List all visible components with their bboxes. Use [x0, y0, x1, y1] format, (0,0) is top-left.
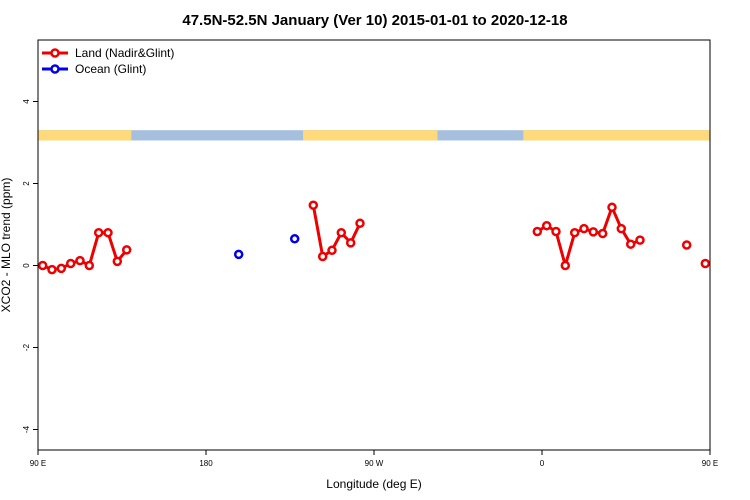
x-tick-label: 90 E [30, 459, 46, 468]
data-point [541, 220, 552, 231]
data-point [93, 227, 104, 238]
data-point [345, 238, 356, 248]
data-point [233, 249, 244, 260]
legend: Land (Nadir&Glint) Ocean (Glint) [42, 46, 174, 76]
data-point [355, 218, 365, 229]
y-tick-label: 4 [22, 99, 31, 104]
x-tick-label: 0 [540, 459, 545, 468]
data-point [560, 260, 571, 271]
data-point [569, 227, 580, 238]
data-point [37, 260, 48, 271]
data-point [112, 256, 123, 267]
data-point [84, 260, 95, 271]
data-point [327, 245, 337, 256]
legend-label: Land (Nadir&Glint) [75, 46, 174, 60]
data-point [308, 200, 319, 210]
data-point [588, 227, 599, 237]
y-axis: -4 -2 0 2 4 [22, 99, 38, 433]
land-band [38, 130, 132, 141]
data-point [103, 227, 113, 238]
data-point [317, 251, 328, 262]
y-tick-label: 2 [22, 181, 31, 186]
data-point [56, 263, 67, 274]
x-tick-label: 90 E [702, 459, 718, 468]
data-point [579, 223, 589, 234]
y-tick-label: 0 [22, 263, 31, 268]
y-axis-label: XCO2 - MLO trend (ppm) [0, 178, 13, 313]
data-point [289, 234, 300, 244]
land-band [303, 130, 438, 141]
y-tick-label: -4 [22, 425, 31, 433]
data-point [607, 202, 617, 213]
legend-label: Ocean (Glint) [75, 62, 146, 76]
series-line [536, 205, 641, 267]
data-point [597, 228, 608, 239]
legend-item: Ocean (Glint) [42, 62, 146, 76]
series-line [311, 204, 362, 258]
land-sea-strip [38, 130, 710, 141]
y-tick-label: -2 [22, 343, 31, 351]
series-layer [37, 200, 711, 275]
x-tick-label: 180 [199, 459, 213, 468]
legend-swatch-marker [50, 48, 60, 58]
data-point [336, 227, 347, 238]
series-land-nadir-glint [37, 200, 711, 275]
land-band [523, 130, 710, 141]
data-point [700, 258, 711, 269]
data-point [65, 258, 76, 269]
x-axis: 90 E 180 90 W 0 90 E [30, 450, 718, 468]
data-point [532, 226, 543, 237]
series-ocean-glint [233, 234, 300, 260]
data-point [551, 226, 561, 237]
data-point [681, 240, 692, 250]
plot-frame [37, 39, 711, 451]
chart-title: 47.5N-52.5N January (Ver 10) 2015-01-01 … [182, 12, 567, 29]
data-point [635, 235, 645, 245]
data-point [625, 239, 636, 249]
x-tick-label: 90 W [365, 459, 384, 468]
legend-swatch-marker [50, 64, 60, 74]
data-point [47, 264, 57, 275]
x-axis-label: Longitude (deg E) [326, 477, 421, 491]
data-point [75, 255, 85, 266]
legend-item: Land (Nadir&Glint) [42, 46, 174, 60]
data-point [121, 245, 132, 255]
data-point [616, 223, 627, 234]
